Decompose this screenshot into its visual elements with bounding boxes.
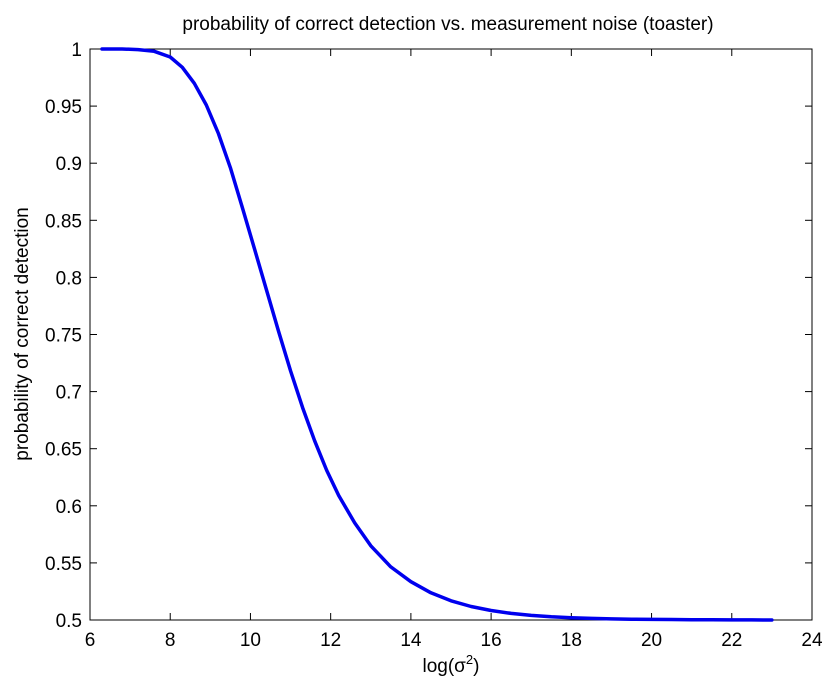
x-axis-ticks: 6 8 10 12 14 16 18 20 22 24 [85,49,823,651]
y-tick-label: 0.5 [56,611,82,632]
y-tick-label: 0.85 [45,211,82,232]
x-tick-label: 16 [481,630,502,651]
chart-title: probability of correct detection vs. mea… [182,14,713,35]
probability-curve [100,47,774,622]
x-tick-label: 6 [85,630,96,651]
y-tick-label: 1 [71,40,82,61]
y-tick-label: 0.75 [45,326,82,347]
x-tick-label: 10 [240,630,261,651]
y-tick-label: 0.9 [56,154,82,175]
y-axis-ticks: 0.5 0.55 0.6 0.65 0.7 0.75 0.8 0.85 0.9 0.95 1 [45,40,812,632]
y-tick-label: 0.7 [56,383,82,404]
x-tick-label: 14 [400,630,422,651]
x-axis-label: log(σ2) [423,652,480,677]
x-tick-label: 20 [641,630,662,651]
x-tick-label: 12 [320,630,341,651]
y-axis-label: probability of correct detection [12,207,33,460]
y-tick-label: 0.6 [56,497,82,518]
x-tick-label: 22 [721,630,742,651]
y-tick-label: 0.95 [45,97,82,118]
x-axis-label-tail: ) [473,656,479,677]
y-tick-label: 0.8 [56,268,82,289]
x-axis-label-base: log(σ [423,656,467,677]
x-axis-label-superscript: 2 [466,652,473,667]
y-tick-label: 0.55 [45,554,82,575]
x-tick-label: 24 [801,630,823,651]
x-tick-label: 8 [165,630,176,651]
x-tick-label: 18 [561,630,582,651]
y-tick-label: 0.65 [45,440,82,461]
